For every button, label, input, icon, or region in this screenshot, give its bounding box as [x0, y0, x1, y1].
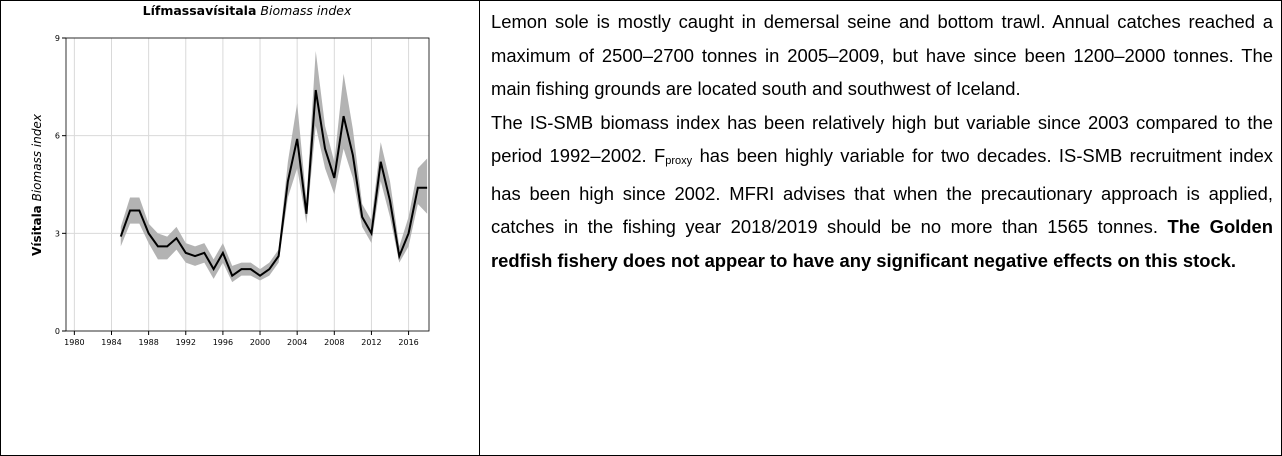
x-tick-label: 2016: [398, 338, 418, 347]
y-label-bold: Vísitala: [30, 205, 44, 256]
paragraph: Lemon sole is mostly caught in demersal …: [491, 11, 1273, 99]
x-tick-label: 2012: [361, 338, 381, 347]
x-tick-label: 1980: [64, 338, 84, 347]
x-tick-label: 1996: [213, 338, 233, 347]
x-tick-label: 1988: [138, 338, 158, 347]
text-run: The IS-SMB biomass index has been relati…: [491, 111, 1273, 167]
plot-frame: [65, 37, 430, 332]
title-bold: Lífmassavísitala: [143, 3, 257, 18]
chart-title: Lífmassavísitala Biomass index: [143, 3, 352, 18]
x-tick-label: 1992: [176, 338, 196, 347]
y-tick-label: 3: [55, 229, 60, 238]
chart: Lífmassavísitala Biomass index Vísitala …: [30, 3, 430, 347]
y-tick-label: 6: [55, 132, 60, 141]
chart-cell: Lífmassavísitala Biomass index Vísitala …: [1, 1, 480, 455]
x-tick-label: 1984: [101, 338, 121, 347]
y-label: Vísitala Biomass index: [30, 113, 44, 256]
title-italic: Biomass index: [260, 3, 352, 18]
subscript: proxy: [665, 155, 693, 167]
paragraph: The IS-SMB biomass index has been relati…: [491, 106, 1273, 278]
plot-area: [66, 38, 429, 331]
y-label-italic: Biomass index: [30, 113, 44, 201]
bold-text: The Golden redfish fishery does not appe…: [491, 216, 1273, 271]
x-tick-label: 2000: [250, 338, 270, 347]
text-run: has been highly variable for two decades…: [491, 145, 1273, 237]
y-tick-label: 9: [55, 34, 60, 43]
text-cell: Lemon sole is mostly caught in demersal …: [491, 5, 1273, 277]
x-tick-label: 2004: [287, 338, 307, 347]
y-tick-label: 0: [55, 327, 60, 336]
x-tick-label: 2008: [324, 338, 344, 347]
line: [119, 89, 428, 278]
